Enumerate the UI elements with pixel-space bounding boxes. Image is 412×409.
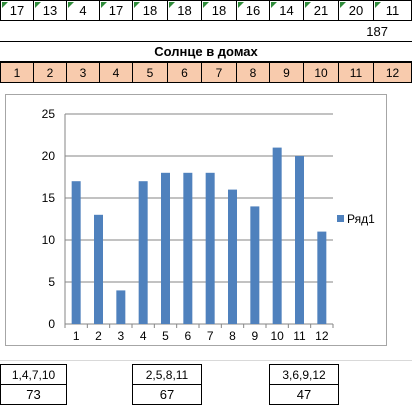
- month-cell[interactable]: 3: [66, 62, 100, 83]
- group-sum-cell[interactable]: 73: [0, 384, 67, 405]
- y-tick-label: 5: [48, 275, 55, 289]
- month-cell[interactable]: 7: [201, 62, 237, 83]
- top-value-cell[interactable]: 17: [99, 0, 133, 21]
- y-tick-label: 15: [42, 191, 56, 205]
- month-cell[interactable]: 5: [132, 62, 168, 83]
- top-value-cell[interactable]: 13: [33, 0, 67, 21]
- bar: [94, 214, 103, 324]
- x-tick-label: 5: [162, 329, 169, 343]
- bar: [272, 147, 282, 324]
- x-tick-label: 10: [270, 329, 284, 343]
- y-tick-label: 10: [42, 233, 56, 247]
- x-tick-label: 3: [117, 329, 124, 343]
- page-title[interactable]: Солнце в домах: [0, 41, 412, 62]
- bar: [183, 172, 193, 324]
- group-sum-cell[interactable]: 47: [269, 384, 339, 405]
- x-tick-label: 4: [140, 329, 147, 343]
- month-cell[interactable]: 9: [269, 62, 304, 83]
- month-cell[interactable]: 12: [373, 62, 412, 83]
- month-cell[interactable]: 10: [303, 62, 339, 83]
- top-value-cell[interactable]: 18: [132, 0, 168, 21]
- bar: [138, 181, 148, 324]
- group-sum-cell[interactable]: 67: [132, 384, 202, 405]
- bar: [295, 156, 304, 324]
- x-tick-label: 1: [73, 329, 80, 343]
- month-cell[interactable]: 2: [33, 62, 67, 83]
- top-value-cell[interactable]: 21: [303, 0, 339, 21]
- bar: [205, 172, 215, 324]
- top-value-cell[interactable]: 18: [201, 0, 237, 21]
- month-cell[interactable]: 11: [338, 62, 374, 83]
- group-label-cell[interactable]: 1,4,7,10: [0, 364, 67, 385]
- top-value-cell[interactable]: 14: [269, 0, 304, 21]
- top-value-cell[interactable]: 17: [0, 0, 34, 21]
- bar: [317, 231, 327, 324]
- bar: [250, 206, 260, 324]
- x-tick-label: 2: [95, 329, 102, 343]
- bar: [161, 172, 170, 324]
- top-values-row: 17 13 4 17 18 18 18 16 14 21 20 11: [0, 0, 412, 21]
- month-cell[interactable]: 8: [236, 62, 270, 83]
- legend-label: Ряд1: [347, 212, 375, 226]
- bar: [116, 290, 126, 324]
- chart-frame[interactable]: 0 5 10 15 20 25 1 2 3 4 5 6 7 8 9 10 11 12 Ряд1: [5, 94, 387, 346]
- x-tick-label: 9: [251, 329, 258, 343]
- top-value-cell[interactable]: 16: [236, 0, 270, 21]
- top-value-cell[interactable]: 18: [167, 0, 202, 21]
- month-cell[interactable]: 4: [99, 62, 133, 83]
- x-tick-label: 8: [229, 329, 236, 343]
- top-value-cell[interactable]: 11: [373, 0, 412, 21]
- grid-line: [0, 360, 412, 361]
- x-tick-label: 7: [207, 329, 214, 343]
- top-value-cell[interactable]: 20: [338, 0, 374, 21]
- bar: [71, 181, 81, 324]
- total-cell[interactable]: 187: [366, 23, 388, 39]
- group-label-cell[interactable]: 2,5,8,11: [132, 364, 202, 385]
- y-tick-label: 25: [42, 107, 56, 121]
- top-value-cell[interactable]: 4: [66, 0, 100, 21]
- y-tick-label: 0: [48, 317, 55, 331]
- month-cell[interactable]: 6: [167, 62, 202, 83]
- bar: [228, 189, 237, 324]
- x-tick-label: 12: [315, 329, 329, 343]
- x-tick-label: 6: [184, 329, 191, 343]
- y-tick-label: 20: [42, 149, 56, 163]
- x-tick-label: 11: [293, 329, 306, 343]
- legend-swatch: [337, 215, 344, 222]
- month-header-row: 1 2 3 4 5 6 7 8 9 10 11 12: [0, 62, 412, 83]
- month-cell[interactable]: 1: [0, 62, 34, 83]
- group-label-cell[interactable]: 3,6,9,12: [269, 364, 339, 385]
